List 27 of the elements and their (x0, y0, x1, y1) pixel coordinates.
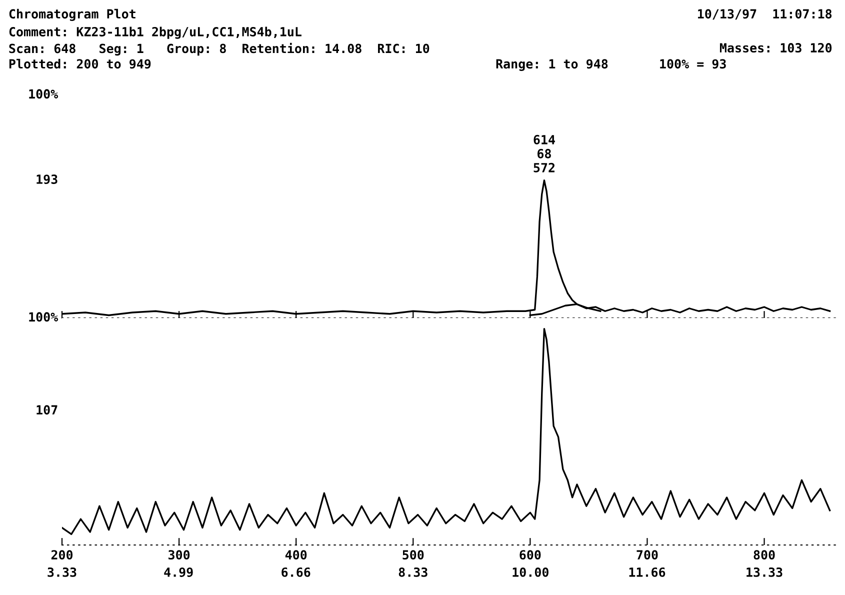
x-tick-label: 300 (168, 550, 190, 560)
x2-tick-label: 11.66 (629, 567, 666, 577)
x2-tick-label: 3.33 (48, 567, 76, 577)
text: Masses: 103 120 (720, 43, 832, 53)
x-tick-label: 800 (754, 550, 775, 560)
text: Range: 1 to 948 (496, 59, 608, 71)
x-tick-label: 400 (285, 550, 307, 560)
text: 100% (29, 312, 58, 322)
text: Plotted: 200 to 949 (9, 58, 151, 69)
x2-tick-label: 10.00 (512, 567, 548, 577)
text: 10/13/97 11:07:18 (698, 9, 832, 20)
x-tick-label: 200 (51, 550, 73, 560)
annotation: 614 68 572 (534, 134, 555, 172)
x-tick-label: 700 (636, 550, 658, 560)
x-tick-label: 600 (520, 550, 541, 560)
text: Scan: 648 Seg: 1 Group: 8 Retention: 14.08 RIC: 10 (9, 42, 430, 56)
text: 100% (29, 89, 58, 99)
chart-title: Chromatogram Plot (9, 8, 136, 22)
x2-tick-label: 4.99 (164, 568, 193, 577)
text: 107 (36, 405, 58, 415)
text: 193 (36, 174, 58, 184)
x2-tick-label: 8.33 (398, 567, 428, 577)
text: Comment: KZ23-11b1 2bpg/uL,CC1,MS4b,1uL (9, 26, 302, 39)
x-tick-label: 500 (402, 550, 424, 560)
x2-tick-label: 13.33 (746, 567, 782, 577)
x2-tick-label: 6.66 (282, 567, 310, 577)
text: 100% = 93 (660, 59, 726, 69)
